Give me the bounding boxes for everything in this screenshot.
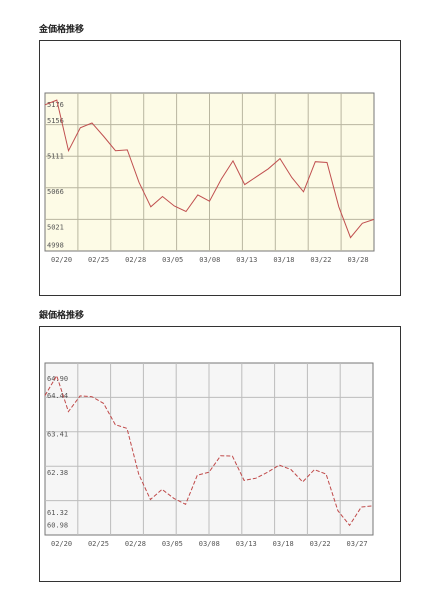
gold-chart: 5176 5156 5111 5066 5021 4998 02/20 02/25 02/28 0… [44, 92, 375, 264]
silver-chart-panel: 64.90 64.44 63.41 62.38 61.32 60.98 02/20 02/25… [39, 326, 401, 582]
x-tick-label: 02/28 [125, 540, 146, 548]
x-tick-label: 03/18 [273, 540, 294, 548]
y-tick-label: 63.41 [47, 431, 68, 439]
y-tick-label: 60.98 [47, 522, 68, 530]
y-tick-label: 5111 [47, 152, 64, 160]
x-tick-label: 03/22 [310, 540, 331, 548]
x-tick-label: 03/27 [347, 540, 368, 548]
x-tick-label: 03/18 [273, 256, 294, 264]
series-line [44, 99, 375, 239]
series-line [44, 374, 374, 527]
x-tick-label: 03/22 [310, 256, 331, 264]
x-tick-label: 02/25 [88, 540, 109, 548]
x-tick-label: 02/28 [125, 256, 146, 264]
silver-chart-title: 銀価格推移 [39, 311, 85, 321]
y-tick-label: 61.32 [47, 509, 68, 517]
y-tick-label: 5176 [47, 101, 64, 109]
y-tick-label: 4998 [47, 242, 64, 250]
x-tick-label: 03/28 [347, 256, 368, 264]
x-tick-label: 02/20 [51, 256, 72, 264]
x-tick-label: 03/13 [236, 540, 257, 548]
y-tick-label: 5021 [47, 224, 64, 232]
x-tick-label: 03/05 [162, 256, 183, 264]
x-tick-label: 03/08 [199, 256, 220, 264]
y-tick-label: 5066 [47, 188, 64, 196]
y-tick-label: 62.38 [47, 469, 68, 477]
x-tick-label: 03/13 [236, 256, 257, 264]
x-tick-label: 03/08 [199, 540, 220, 548]
gold-chart-panel: 5176 5156 5111 5066 5021 4998 02/20 02/25 02/28 0… [39, 40, 401, 296]
x-tick-label: 02/25 [88, 256, 109, 264]
x-tick-label: 03/05 [162, 540, 183, 548]
y-tick-label: 5156 [47, 117, 64, 125]
y-tick-label: 64.44 [47, 392, 68, 400]
x-tick-label: 02/20 [51, 540, 72, 548]
gold-chart-title: 金価格推移 [39, 25, 85, 35]
